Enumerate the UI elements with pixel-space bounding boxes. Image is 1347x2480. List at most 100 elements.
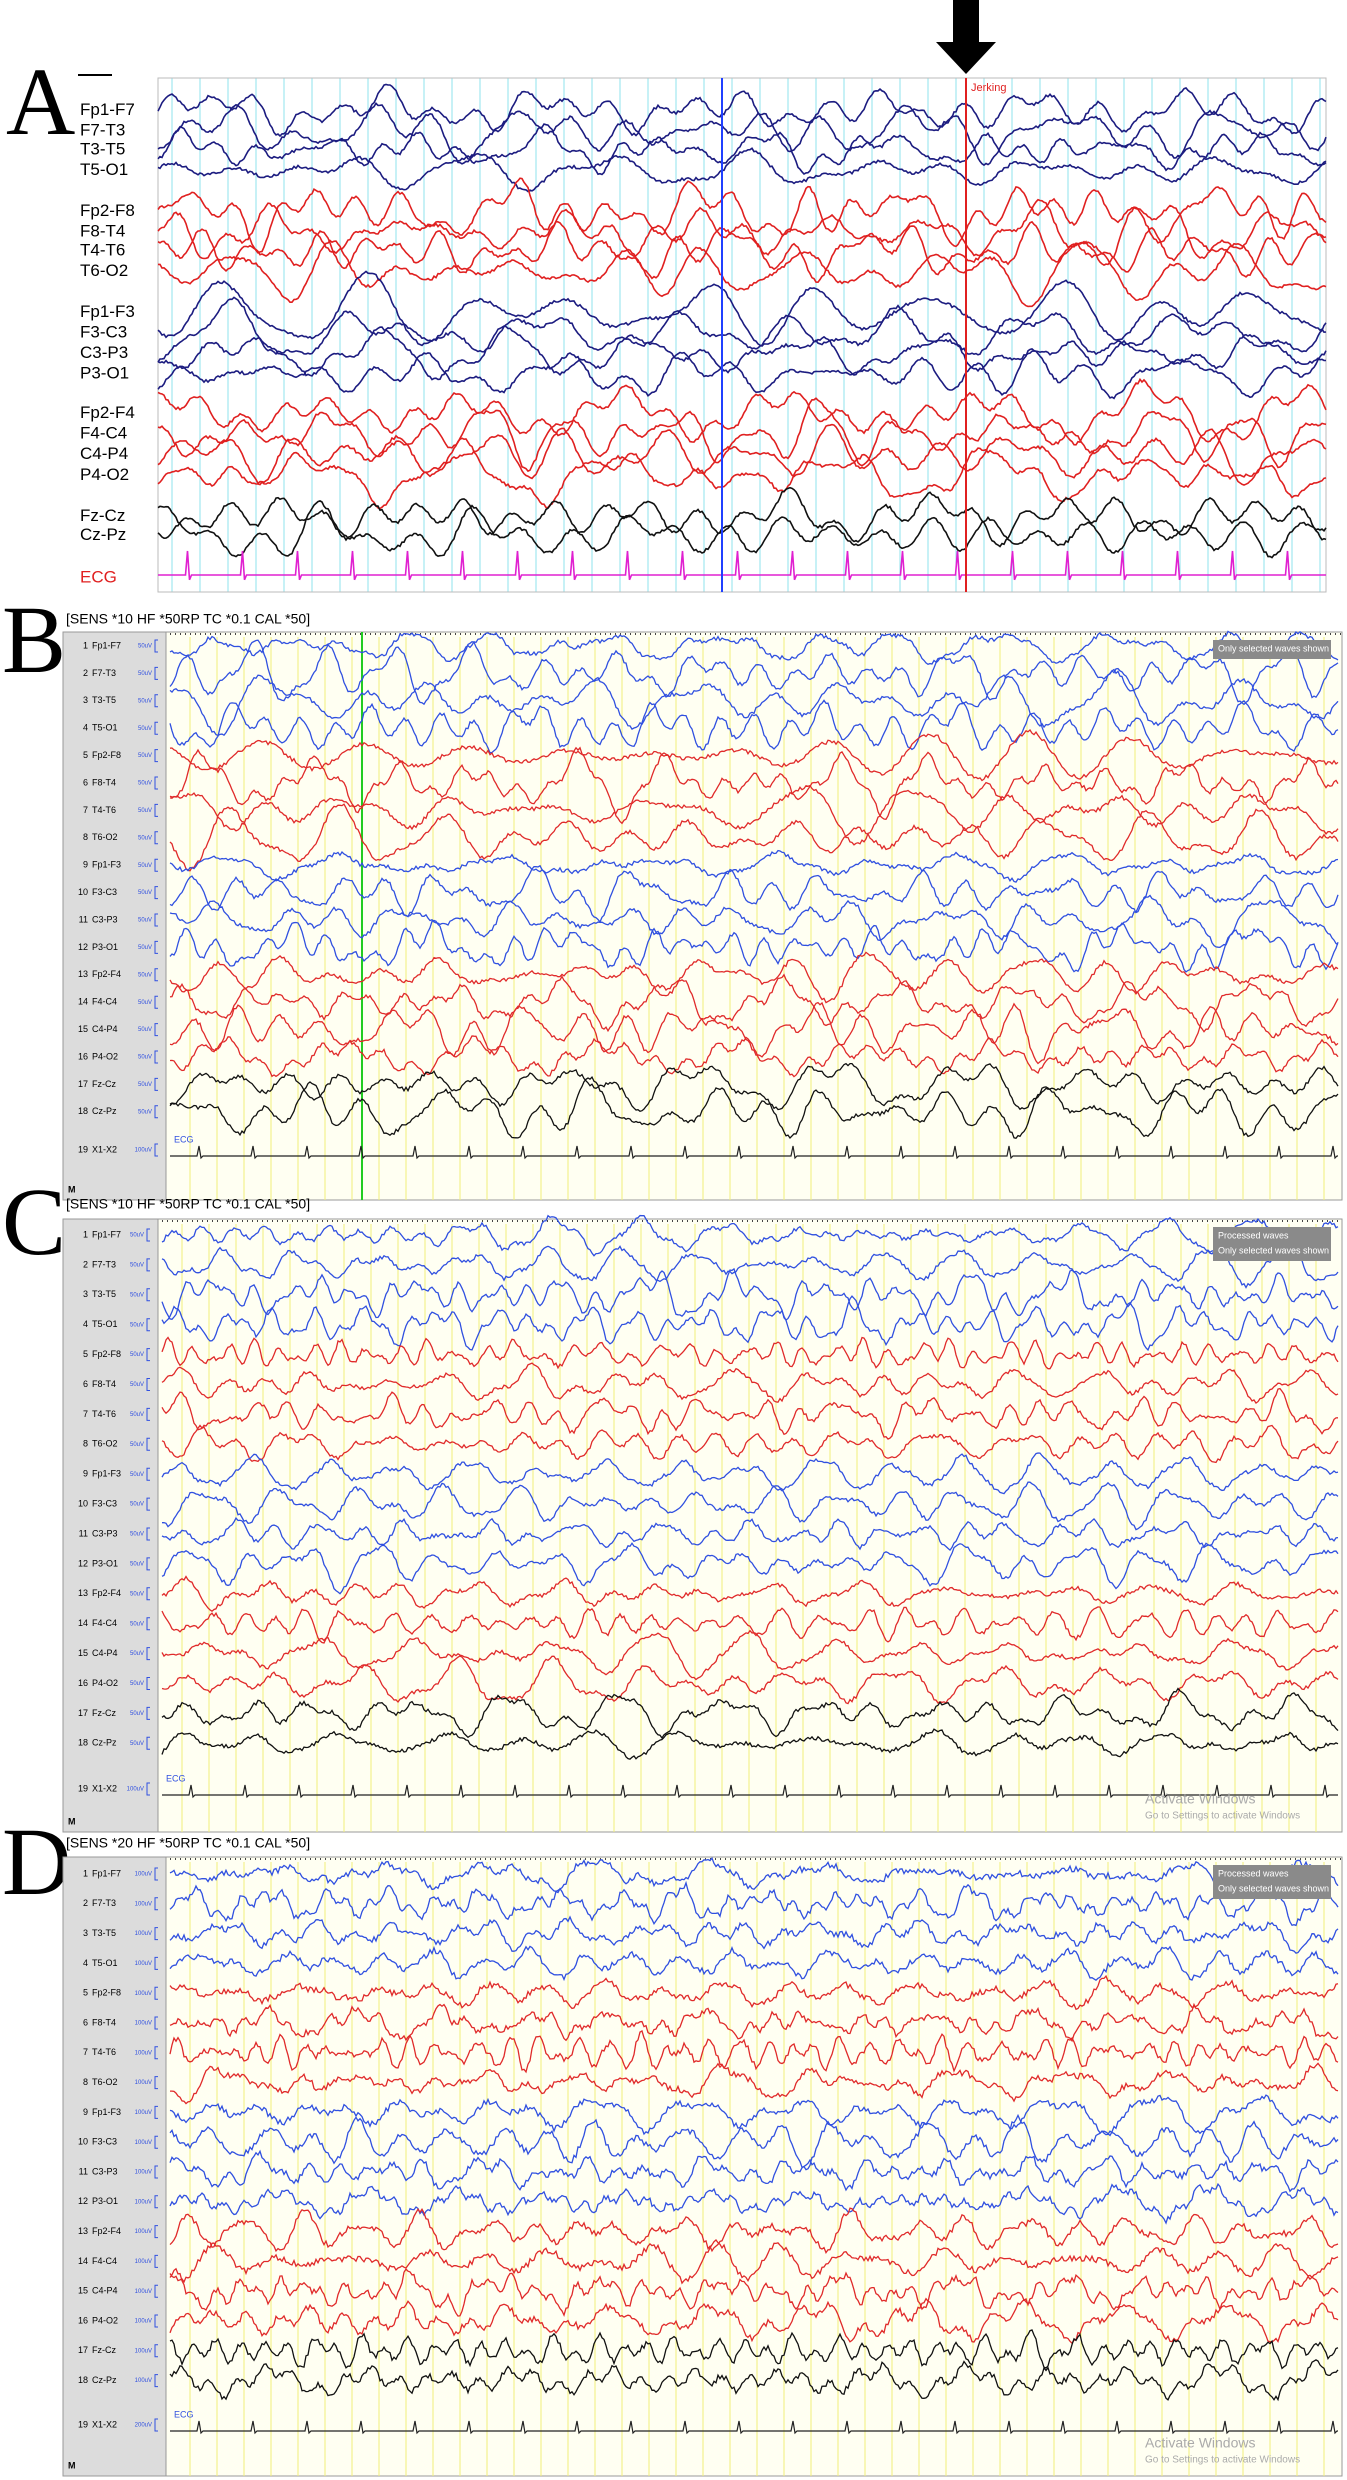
scale-bracket [154,721,158,735]
eeg-trace [169,2030,1339,2074]
channel-number: 12 [78,1558,88,1568]
scale-bracket [154,886,158,900]
scale-bracket [154,2165,158,2179]
eeg-trace [157,123,1327,176]
eeg-trace [169,2182,1339,2225]
channel-scale: 50uV [138,671,152,677]
eeg-trace [161,1387,1339,1440]
channel-scale: 50uV [130,1651,144,1657]
scale-bracket [154,2344,158,2358]
scale-bracket [154,2314,158,2328]
eeg-trace [161,1575,1339,1613]
overlay-text: Only selected waves shown [1218,643,1329,653]
panel-label: A [6,48,75,155]
scale-bracket [146,1497,150,1511]
channel-number: 19 [78,1783,88,1793]
channel-label: F8-T4 [80,222,125,241]
overlay-box [1213,1865,1331,1899]
scale-bracket [146,1587,150,1601]
channel-number: 17 [78,2345,88,2355]
channel-name: C4-P4 [92,2286,118,2296]
overlay-box [1213,1227,1331,1261]
channel-name: Fp1-F3 [92,860,121,870]
eeg-trace [161,1243,1339,1289]
channel-scale: 50uV [138,1000,152,1006]
eeg-trace [169,894,1339,948]
eeg-trace [161,1542,1339,1595]
channel-name: Cz-Pz [92,2375,117,2385]
eeg-trace [169,2359,1339,2402]
eeg-trace [169,1880,1339,1927]
channel-name: T5-O1 [92,1958,118,1968]
eeg-trace [169,1075,1339,1140]
channel-name: Fz-Cz [92,1708,116,1718]
channel-number: 18 [78,1106,88,1116]
channel-number: 1 [83,640,88,650]
scale-bracket [154,2418,158,2432]
channel-scale: 100uV [135,2199,152,2205]
channel-scale: 50uV [130,1352,144,1358]
channel-number: 14 [78,997,88,1007]
scale-bracket [154,858,158,872]
channel-scale: 100uV [135,1872,152,1878]
channel-label: P3-O1 [80,364,129,383]
eeg-trace [161,1362,1339,1405]
channel-name: T6-O2 [92,2077,118,2087]
channel-number: 8 [83,2077,88,2087]
eeg-trace [161,1295,1339,1352]
eeg-trace [169,2267,1339,2318]
channel-number: 6 [83,777,88,787]
ecg-trace [162,1784,1338,1799]
eeg-trace [169,919,1339,973]
channel-label: T5-O1 [80,160,128,179]
channel-label: Fp1-F7 [80,100,135,119]
channel-scale: 100uV [135,1901,152,1907]
eeg-trace [157,270,1327,347]
scale-bracket [154,940,158,954]
channel-number: 19 [78,1144,88,1154]
scale-bracket [154,1105,158,1119]
eeg-trace [161,1629,1339,1681]
header: [SENS *10 HF *50RP TC *0.1 CAL *50] [66,611,310,627]
channel-number: 11 [79,1528,88,1538]
scale-bracket [154,1867,158,1881]
eeg-trace [158,239,1327,308]
channel-scale: 50uV [130,1711,144,1717]
channel-label: T3-T5 [80,139,125,158]
watermark: Go to Settings to activate Windows [1145,1811,1300,1822]
channel-name: Fp2-F8 [92,750,121,760]
channel-scale: 50uV [138,644,152,650]
channel-number: 15 [78,1648,88,1658]
eeg-trace [169,699,1339,754]
channel-name: T3-T5 [92,1928,116,1938]
eeg-trace [170,2062,1339,2105]
channel-name: T4-T6 [92,2047,116,2057]
scale-bracket [146,1437,150,1451]
channel-scale: 50uV [130,1532,144,1538]
scale-bracket [154,666,158,680]
scale-bracket [154,1143,158,1157]
scale-bracket [154,968,158,982]
channel-name: Fp2-F8 [92,1349,121,1359]
eeg-trace [157,437,1327,510]
channel-name: F4-C4 [92,997,117,1007]
ecg-label: ECG [174,1134,194,1144]
channel-name: F7-T3 [92,1259,116,1269]
channel-name: P3-O1 [92,1558,118,1568]
channel-label: T6-O2 [80,261,128,280]
channel-number: 19 [78,2419,88,2429]
channel-number: 1 [83,1868,88,1878]
scale-bracket [154,639,158,653]
eeg-trace [169,1062,1339,1113]
eeg-trace [169,1915,1339,1954]
eeg-trace [157,325,1326,381]
overlay-box [1213,640,1331,659]
scale-bracket [146,1228,150,1242]
overlay-text: Only selected waves shown [1218,1245,1329,1255]
channel-label: F4-C4 [80,424,127,443]
channel-column [62,631,167,1201]
channel-name: F4-C4 [92,1618,117,1628]
channel-label: Fp2-F4 [80,403,135,422]
channel-scale: 50uV [130,1741,144,1747]
